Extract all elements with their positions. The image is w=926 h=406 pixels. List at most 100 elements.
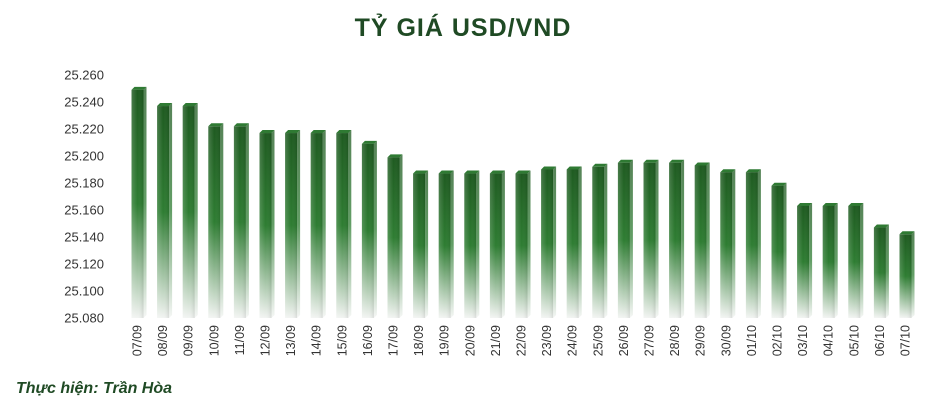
x-tick-label: 04/10 xyxy=(822,325,836,356)
bar-top xyxy=(873,224,889,228)
bar xyxy=(413,170,429,318)
bar-top xyxy=(285,130,301,134)
x-tick-label: 05/10 xyxy=(847,325,861,356)
bar-top xyxy=(208,123,224,127)
bar-side xyxy=(604,163,608,318)
y-tick-label: 25.100 xyxy=(64,284,104,299)
bar-shine xyxy=(694,165,707,318)
bar-shine xyxy=(464,173,477,318)
bar-side xyxy=(527,170,531,318)
bar-top xyxy=(592,163,608,167)
bar-shine xyxy=(720,172,733,318)
bar xyxy=(643,159,659,318)
y-tick-label: 25.140 xyxy=(64,230,104,245)
bar-side xyxy=(425,170,429,318)
bar-side xyxy=(322,130,326,318)
x-tick-label: 14/09 xyxy=(310,325,324,356)
bar xyxy=(438,170,454,318)
bar-top xyxy=(489,170,505,174)
bar-shine xyxy=(797,205,810,318)
bar xyxy=(515,170,531,318)
bar-top xyxy=(617,159,633,163)
bar-top xyxy=(413,170,429,174)
bar xyxy=(771,182,787,318)
bar-shine xyxy=(592,166,605,318)
bar-shine xyxy=(413,173,426,318)
bar-top xyxy=(131,86,147,90)
bar-shine xyxy=(259,133,272,318)
bar-top xyxy=(669,159,685,163)
bar xyxy=(157,103,173,318)
x-tick-label: 29/09 xyxy=(694,325,708,356)
bar-side xyxy=(860,202,864,318)
bar-top xyxy=(643,159,659,163)
bar-shine xyxy=(131,89,144,318)
bar-top xyxy=(233,123,249,127)
bar-top xyxy=(745,169,761,173)
bar xyxy=(464,170,480,318)
x-tick-label: 30/09 xyxy=(719,325,733,356)
bar xyxy=(797,202,813,318)
x-tick-label: 10/09 xyxy=(207,325,221,356)
bar xyxy=(336,130,352,318)
bar-side xyxy=(476,170,480,318)
bar-side xyxy=(245,123,249,318)
y-axis: 25.260 25.240 25.220 25.200 25.180 25.160 25.1… xyxy=(64,68,104,326)
bar-side xyxy=(194,103,198,318)
bar-shine xyxy=(336,133,349,318)
bar xyxy=(899,231,915,318)
bar xyxy=(489,170,505,318)
bar-top xyxy=(694,162,710,166)
x-tick-label: 23/09 xyxy=(540,325,554,356)
bar-shine xyxy=(566,169,579,318)
bars xyxy=(131,86,915,318)
y-tick-label: 25.120 xyxy=(64,257,104,272)
bar-top xyxy=(541,166,557,170)
bar-shine xyxy=(617,162,630,318)
bar xyxy=(541,166,557,318)
bar xyxy=(182,103,198,318)
bar-side xyxy=(629,159,633,318)
bar-side xyxy=(450,170,454,318)
bar-side xyxy=(578,166,582,318)
bar-shine xyxy=(208,126,221,318)
x-tick-label: 12/09 xyxy=(259,325,273,356)
x-axis: 07/09 08/09 09/09 10/09 11/09 12/09 13/09 14/09… xyxy=(131,325,913,356)
bar xyxy=(694,162,710,318)
bar-top xyxy=(771,182,787,186)
bar-shine xyxy=(438,173,451,318)
bar xyxy=(361,140,377,318)
x-tick-label: 08/09 xyxy=(156,325,170,356)
bar-top xyxy=(438,170,454,174)
y-tick-label: 25.180 xyxy=(64,176,104,191)
bar-side xyxy=(169,103,173,318)
bar-side xyxy=(809,202,813,318)
bar-top xyxy=(822,202,838,206)
bar-top xyxy=(797,202,813,206)
bar xyxy=(310,130,326,318)
bar-side xyxy=(655,159,659,318)
bar-top xyxy=(157,103,173,107)
x-tick-label: 28/09 xyxy=(668,325,682,356)
bar-shine xyxy=(285,133,298,318)
bar-side xyxy=(885,224,889,318)
y-tick-label: 25.160 xyxy=(64,203,104,218)
bar-top xyxy=(336,130,352,134)
bar xyxy=(566,166,582,318)
y-tick-label: 25.080 xyxy=(64,311,104,326)
bar xyxy=(873,224,889,318)
x-tick-label: 11/09 xyxy=(233,325,247,355)
bar xyxy=(848,202,864,318)
bar-shine xyxy=(515,173,528,318)
bar-shine xyxy=(233,126,246,318)
bar-side xyxy=(373,140,377,318)
x-tick-label: 09/09 xyxy=(182,325,196,356)
bar-shine xyxy=(361,143,374,318)
bar-top xyxy=(848,202,864,206)
bar xyxy=(745,169,761,318)
y-tick-label: 25.260 xyxy=(64,68,104,83)
bar-shine xyxy=(873,227,886,318)
bar-shine xyxy=(387,157,400,318)
bar-side xyxy=(501,170,505,318)
